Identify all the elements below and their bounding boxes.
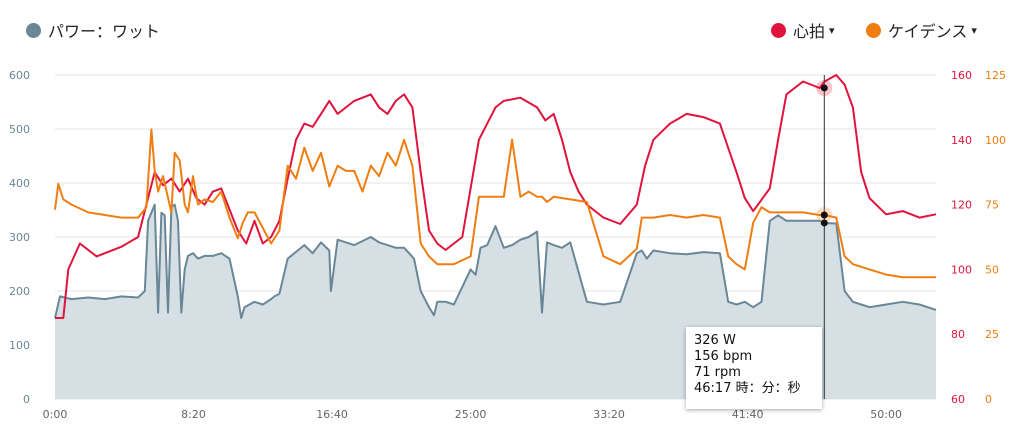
tooltip-hr: 156 bpm [694,349,753,364]
legend-power[interactable]: パワー：ワット [26,18,160,42]
cadence-axis-tick-label: 25 [985,328,999,341]
hr-dropdown-caret-icon[interactable]: ▾ [829,23,835,37]
x-axis-tick-label: 0:00 [43,408,68,421]
cadence-legend-dot-icon [866,22,881,38]
power-axis-tick-label: 500 [9,123,30,136]
x-axis-tick-label: 8:20 [181,408,206,421]
power-axis-tick-label: 100 [9,339,30,352]
hr-legend-dot-icon [771,22,786,38]
hover-cursor [816,75,833,399]
power-axis-tick-label: 0 [23,393,30,406]
hr-axis-tick-label: 120 [951,199,972,212]
hr-axis-tick-label: 140 [951,134,972,147]
power-axis-tick-label: 300 [9,231,30,244]
x-axis-tick-label: 16:40 [316,408,348,421]
cadence-dropdown-caret-icon[interactable]: ▾ [971,23,977,37]
hr-axis-tick-label: 100 [951,263,972,276]
cadence-axis-tick-label: 100 [985,134,1006,147]
power-axis-tick-label: 200 [9,285,30,298]
x-axis-tick-label: 33:20 [593,408,625,421]
power-axis-tick-label: 400 [9,177,30,190]
cadence-axis-tick-label: 75 [985,199,999,212]
tooltip-power: 326 W [694,333,736,348]
power-legend-dot-icon [26,22,41,38]
legend-power-label: パワー：ワット [48,22,161,41]
axes: 0 100 200 300 400 500 600 60 80 100 120 140 160 0 25 50… [9,69,1006,421]
x-axis-tick-label: 41:40 [732,408,764,421]
power-hover-point [820,219,828,227]
hr-axis-tick-label: 60 [951,393,965,406]
hr-hover-point [820,84,828,92]
cadence-axis-tick-label: 0 [985,393,992,406]
legend-hr-label: 心拍 [793,22,826,41]
power-line [54,203,937,319]
x-axis-tick-label: 25:00 [455,408,487,421]
tooltip-cadence: 71 rpm [694,365,741,380]
hr-line [55,74,937,319]
series-lines [54,74,937,319]
hr-axis-tick-label: 160 [951,69,972,82]
legend-cadence[interactable]: ケイデンス ▾ [866,18,977,42]
tooltip: 326 W 156 bpm 71 rpm 46:17 時：分：秒 [686,327,822,409]
cadence-hover-point [820,211,828,219]
cadence-line [54,128,936,279]
tooltip-time: 46:17 時：分：秒 [694,381,801,396]
x-axis-tick-label: 50:00 [870,408,902,421]
cadence-axis-tick-label: 125 [985,69,1006,82]
cadence-axis-tick-label: 50 [985,263,999,276]
power-axis-tick-label: 600 [9,69,30,82]
hr-axis-tick-label: 80 [951,328,965,341]
legend-hr[interactable]: 心拍 ▾ [771,18,835,42]
legend-cadence-label: ケイデンス [888,22,968,41]
